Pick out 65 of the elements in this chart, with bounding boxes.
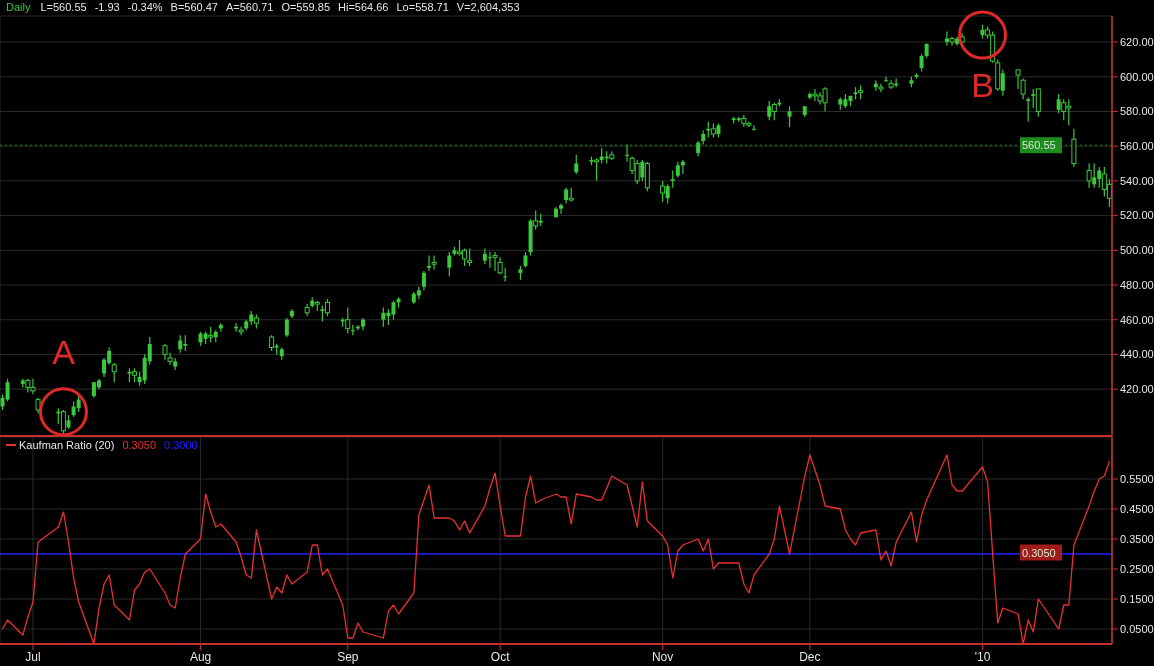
y-tick-label: 0.0500 — [1120, 622, 1154, 635]
candlestick — [787, 105, 792, 128]
text: V=2,604,353 — [456, 1, 520, 13]
annotation: 0.3050 — [1022, 546, 1056, 559]
y-tick-label: 0.3500 — [1120, 532, 1154, 545]
candlestick — [350, 324, 355, 336]
candlestick — [447, 251, 452, 277]
candlestick — [884, 76, 889, 83]
candlestick — [1101, 166, 1107, 198]
candlestick — [812, 88, 818, 102]
candlestick — [1086, 162, 1092, 189]
y-tick-label: 580.00 — [1120, 105, 1154, 118]
y-tick-label: 420.00 — [1120, 383, 1154, 396]
y-tick-label: 440.00 — [1120, 348, 1154, 361]
ref-line-label: 0.3000 — [164, 439, 198, 451]
x-tick-label: Jul — [25, 649, 41, 664]
candlestick — [284, 317, 289, 338]
y-tick-label: 460.00 — [1120, 313, 1154, 326]
text: -1.93 — [94, 1, 120, 13]
candlestick — [1061, 98, 1067, 121]
text: -0.34% — [127, 1, 163, 13]
y-tick-label: 560.00 — [1120, 140, 1154, 153]
candlestick — [416, 286, 421, 300]
x-tick-label: Sep — [337, 649, 359, 664]
x-tick-label: Dec — [799, 649, 821, 664]
candlestick — [381, 306, 386, 328]
x-tick-label: '10 — [974, 649, 991, 664]
candlestick — [660, 180, 666, 203]
candlestick — [1020, 77, 1026, 100]
y-tick-label: 520.00 — [1120, 209, 1154, 222]
y-tick-label: 480.00 — [1120, 278, 1154, 291]
y-tick-label: 0.5500 — [1120, 472, 1154, 485]
candlestick — [594, 157, 600, 182]
text: A=560.71 — [225, 1, 274, 13]
text: L=560.55 — [40, 1, 87, 13]
candlestick — [345, 306, 351, 335]
y-tick-label: 600.00 — [1120, 70, 1154, 83]
candlestick — [559, 202, 564, 215]
annotation: 0.3050 — [122, 439, 157, 451]
chart-title: Daily — [6, 1, 31, 13]
annotation: B — [971, 66, 994, 105]
candlestick — [5, 378, 10, 402]
y-tick-label: 0.1500 — [1120, 592, 1154, 605]
x-tick-label: Oct — [490, 649, 511, 664]
x-tick-label: Aug — [189, 649, 212, 664]
candlestick — [878, 83, 884, 93]
candlestick — [421, 270, 426, 291]
y-tick-label: 500.00 — [1120, 244, 1154, 257]
ref-line-label: 560.55 — [1022, 139, 1056, 152]
candlestick — [111, 362, 117, 383]
y-tick-label: 540.00 — [1120, 174, 1154, 187]
candlestick — [1026, 96, 1031, 123]
text: Hi=564.66 — [338, 1, 389, 13]
candlestick — [1035, 88, 1041, 118]
candlestick — [574, 154, 579, 175]
text: B=560.47 — [170, 1, 218, 13]
x-tick-label: Nov — [651, 649, 674, 664]
y-tick-label: 0.4500 — [1120, 502, 1154, 515]
y-tick-label: 620.00 — [1120, 35, 1154, 48]
text: Lo=558.71 — [396, 1, 449, 13]
text: O=559.85 — [281, 1, 331, 13]
legend-label: Kaufman Ratio (20) — [19, 439, 115, 451]
y-tick-label: 0.2500 — [1120, 562, 1154, 575]
candlestick — [431, 254, 437, 270]
annotation: A — [52, 332, 76, 371]
